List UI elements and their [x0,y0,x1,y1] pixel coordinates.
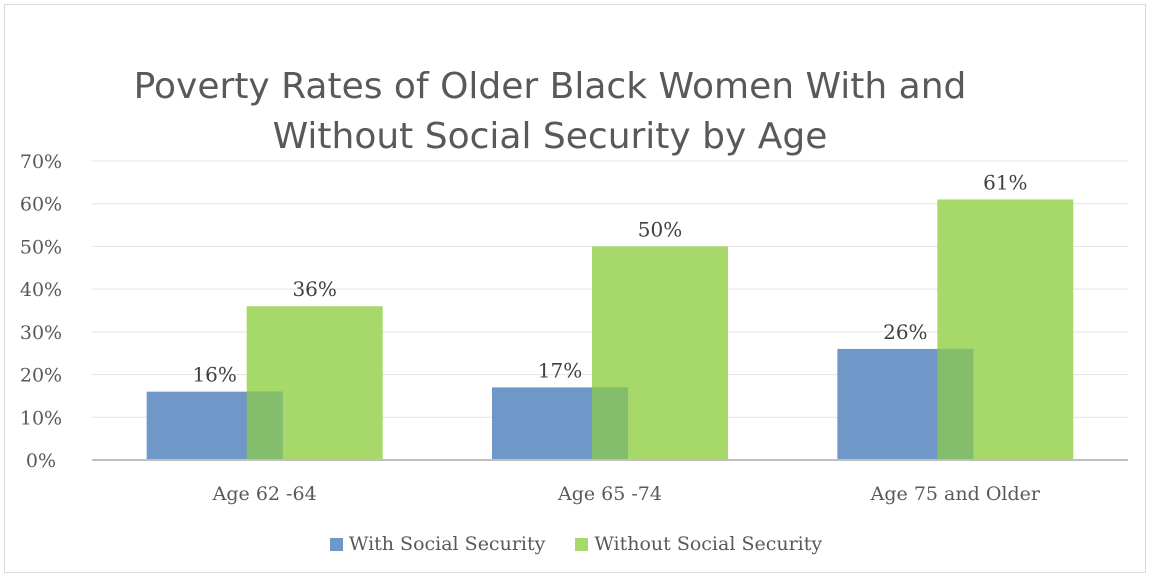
y-tick-label: 70% [20,151,62,173]
y-tick-label: 50% [20,236,62,258]
data-label-with-social-security: 17% [538,358,582,382]
x-category-label: Age 75 and Older [870,483,1041,505]
y-tick-label: 10% [20,407,62,429]
chart-title: Poverty Rates of Older Black Women With … [60,62,1040,162]
legend-item-without-social-security: Without Social Security [575,533,822,555]
bar-overlap [246,391,283,460]
legend-label-with-social-security: With Social Security [348,533,546,555]
x-category-label: Age 65 -74 [557,483,662,505]
data-label-without-social-security: 61% [983,170,1027,194]
y-tick-label: 20% [20,365,62,387]
bar-overlap [592,387,628,460]
legend-swatch-with-social-security [329,537,343,551]
y-tick-label: 0% [26,450,56,472]
chart-title-line-1: Poverty Rates of Older Black Women With … [133,66,967,107]
chart-title-line-2: Without Social Security by Age [272,116,828,157]
data-label-without-social-security: 50% [638,217,682,241]
x-category-label: Age 62 -64 [212,483,317,505]
data-label-with-social-security: 26% [883,320,927,344]
data-label-without-social-security: 36% [292,277,336,301]
y-tick-label: 30% [20,322,62,344]
legend-item-with-social-security: With Social Security [329,533,546,555]
legend-swatch-without-social-security [575,537,589,551]
y-tick-label: 40% [20,279,62,301]
chart-legend: With Social Security Without Social Secu… [0,533,1152,555]
y-tick-label: 60% [20,194,62,216]
data-label-with-social-security: 16% [192,363,236,387]
bar-overlap [937,348,974,460]
legend-label-without-social-security: Without Social Security [594,533,823,555]
